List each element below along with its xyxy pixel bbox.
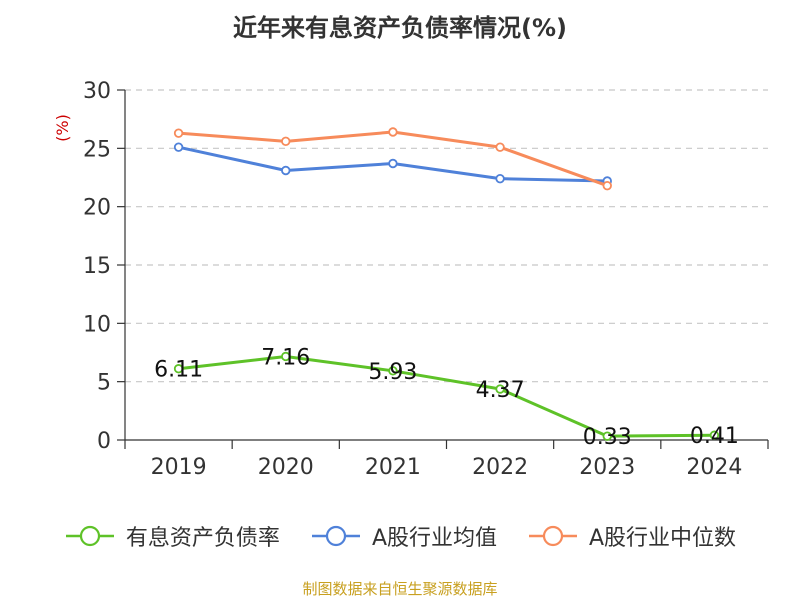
- data-label-2021: 5.93: [368, 360, 417, 385]
- y-tick-label-20: 20: [83, 196, 111, 221]
- axes: 0 5 10 15 20 25 30 (%) 2019 2020 2021 2022 2023 2024: [53, 79, 769, 480]
- x-tick-label-2022: 2022: [472, 455, 528, 480]
- series-0-point-2019: [173, 364, 184, 374]
- x-tick-label-2024: 2024: [686, 455, 742, 480]
- x-tick-label-2019: 2019: [151, 455, 207, 480]
- series-2-point-2019: [173, 128, 184, 138]
- series-0-point-2023: [602, 431, 612, 441]
- series-0-point-2021: [388, 366, 398, 376]
- series-1-point-2022: [495, 173, 505, 184]
- chart-title: 近年来有息资产负债率情况(%): [233, 14, 567, 42]
- data-label-2022: 4.37: [476, 378, 525, 403]
- legend-item-0[interactable]: 有息资产负债率: [64, 520, 280, 552]
- series-2-point-2021: [388, 127, 398, 137]
- legend-label: A股行业均值: [371, 526, 497, 551]
- source-note: 制图数据来自恒生聚源数据库: [302, 580, 498, 598]
- legend-label: A股行业中位数: [589, 526, 737, 551]
- data-label-2023: 0.33: [583, 425, 632, 450]
- legend-item-1[interactable]: A股行业均值: [310, 520, 497, 552]
- y-unit-label: (%): [53, 114, 72, 142]
- y-tick-label-5: 5: [97, 371, 111, 396]
- legend: 有息资产负债率 A股行业均值 A股行业中位数: [0, 520, 800, 552]
- series-1-point-2021: [388, 158, 398, 169]
- y-tick-label-25: 25: [83, 137, 111, 162]
- series-line-0: [178, 354, 715, 438]
- gridlines: [125, 89, 768, 383]
- series-2-point-2020: [281, 136, 291, 147]
- series-lines: [173, 127, 720, 441]
- series-1-point-2020: [281, 165, 291, 176]
- legend-label: 有息资产负债率: [125, 526, 280, 551]
- data-label-2024: 0.41: [690, 424, 739, 449]
- data-label-2019: 6.11: [154, 358, 203, 383]
- series-2-point-2022: [495, 142, 505, 152]
- y-tick-label-0: 0: [97, 429, 111, 454]
- series-0-point-2022: [495, 384, 505, 394]
- series-0-point-2024: [709, 430, 720, 440]
- legend-swatch-icon: [65, 525, 114, 547]
- legend-swatch-icon: [311, 525, 360, 547]
- series-1-point-2019: [173, 142, 184, 152]
- series-2-point-2023: [602, 180, 612, 191]
- x-tick-label-2023: 2023: [579, 455, 635, 480]
- legend-item-2[interactable]: A股行业中位数: [527, 520, 736, 552]
- y-tick-label-30: 30: [83, 79, 111, 104]
- y-tick-label-10: 10: [83, 312, 111, 337]
- data-labels: 6.11 7.16 5.93 4.37 0.33 0.41: [154, 345, 739, 450]
- legend-swatch-icon: [529, 525, 577, 547]
- x-tick-label-2020: 2020: [258, 455, 314, 480]
- data-label-2020: 7.16: [261, 345, 310, 370]
- x-tick-label-2021: 2021: [365, 455, 421, 480]
- series-0-point-2020: [281, 351, 291, 362]
- y-tick-label-15: 15: [83, 254, 111, 279]
